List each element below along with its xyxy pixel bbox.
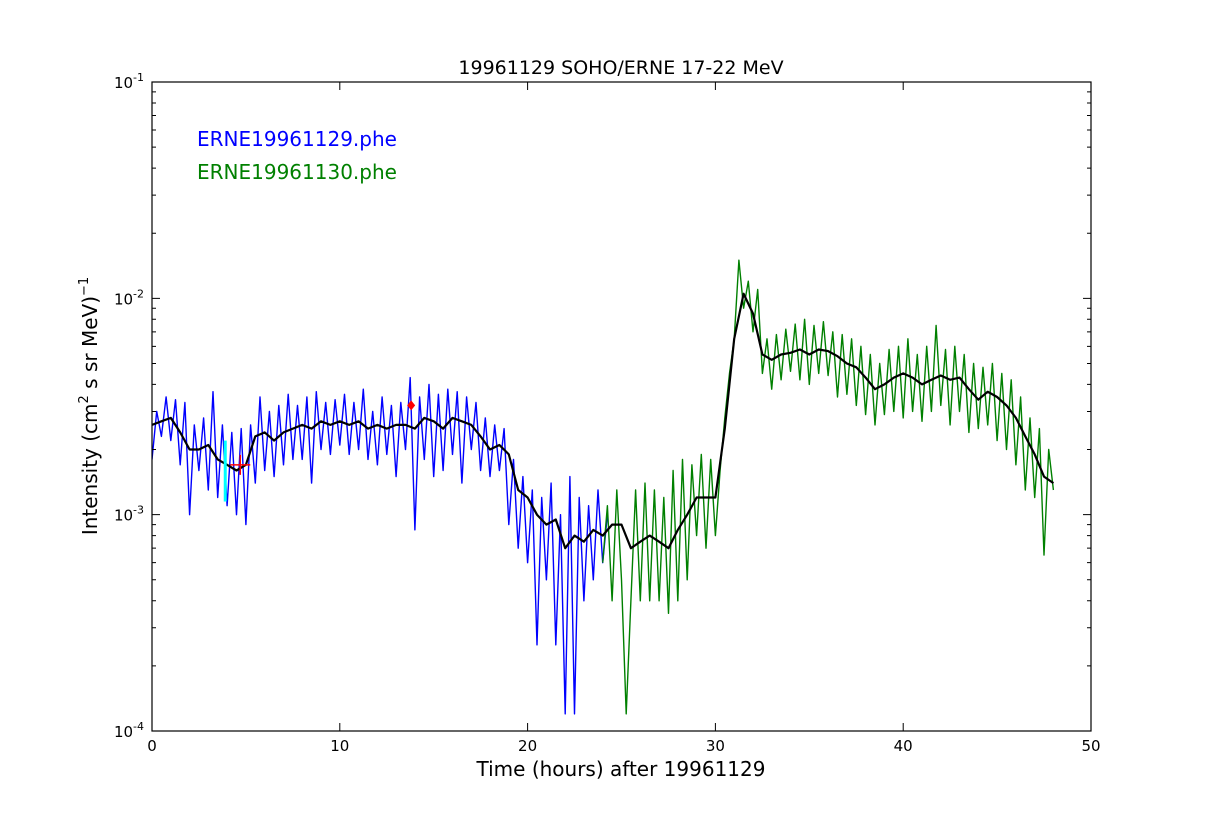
x-tick-label: 40: [894, 737, 913, 755]
axes: 0 10 20 30 40 50 10-4 10-3 10-2 10-1: [114, 71, 1101, 755]
x-tick-label: 30: [706, 737, 725, 755]
series-line-3: [152, 292, 1055, 550]
x-axis-label: Time (hours) after 19961129: [476, 757, 766, 781]
x-tick-label: 20: [518, 737, 537, 755]
y-label-main: Intensity (cm: [78, 403, 102, 535]
legend-entry-1: ERNE19961129.phe: [197, 127, 397, 151]
axes-frame: [151, 81, 1092, 732]
y-axis-label: Intensity (cm2 s sr MeV)−1: [77, 277, 102, 535]
x-tick-label: 10: [330, 737, 349, 755]
y-tick-label: 10-4: [114, 720, 144, 741]
chart-title: 19961129 SOHO/ERNE 17-22 MeV: [458, 57, 783, 79]
plot-area: [152, 259, 1055, 715]
y-label-sup1: 2: [77, 395, 92, 403]
y-tick-label: 10-3: [114, 504, 144, 525]
y-label-sup2: −1: [77, 277, 92, 296]
series-line-2: [602, 259, 1055, 715]
marker-red-plus: [230, 454, 251, 475]
y-tick-label: 10-1: [114, 71, 144, 92]
x-tick-label: 0: [147, 737, 157, 755]
marker-red-diamond: [407, 400, 416, 411]
y-label-mid: s sr MeV): [78, 296, 102, 395]
y-tick-label: 10-2: [114, 287, 144, 308]
series-line-1: [152, 376, 609, 715]
x-tick-label: 50: [1081, 737, 1100, 755]
legend-entry-2: ERNE19961130.phe: [197, 160, 397, 184]
